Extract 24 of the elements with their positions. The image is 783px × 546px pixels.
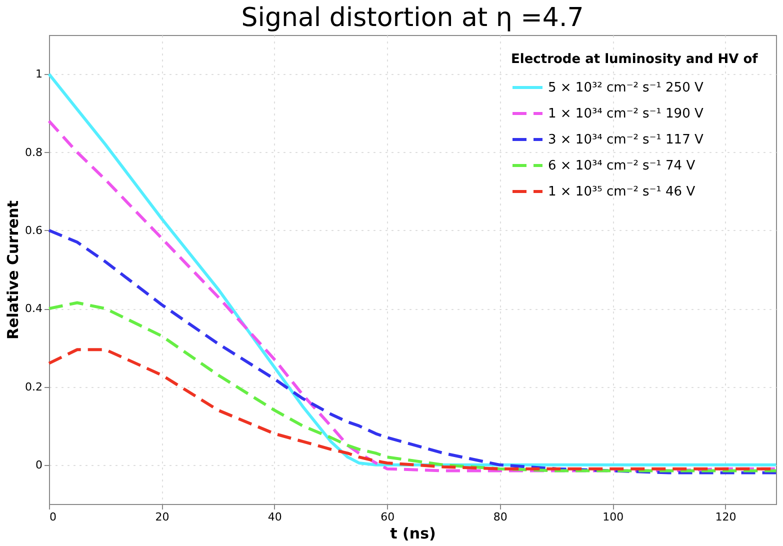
- x-axis-title: t (ns): [390, 524, 436, 542]
- x-tick-label: 60: [380, 510, 395, 524]
- legend-label: 3 × 10³⁴ cm⁻² s⁻¹ 117 V: [548, 132, 704, 148]
- x-tick-label: 100: [602, 510, 624, 524]
- y-tick-label: 1: [36, 68, 42, 81]
- y-tick-label: 0.2: [25, 380, 42, 394]
- x-tick-label: 120: [715, 510, 736, 524]
- y-axis-title: Relative Current: [4, 200, 22, 340]
- x-tick-label: 40: [268, 510, 282, 524]
- y-tick-label: 0.4: [25, 302, 42, 316]
- legend-label: 6 × 10³⁴ cm⁻² s⁻¹ 74 V: [548, 158, 696, 174]
- x-tick-label: 20: [155, 510, 170, 524]
- legend-label: 1 × 10³⁵ cm⁻² s⁻¹ 46 V: [548, 184, 696, 200]
- legend-label: 1 × 10³⁴ cm⁻² s⁻¹ 190 V: [548, 106, 704, 122]
- y-tick-label: 0: [36, 458, 42, 472]
- x-tick-label: 0: [50, 510, 56, 524]
- legend-title: Electrode at luminosity and HV of: [511, 52, 758, 67]
- y-tick-label: 0.8: [25, 146, 42, 159]
- line-series: [48, 301, 778, 472]
- y-tick-label: 0.6: [25, 224, 42, 237]
- x-tick-label: 80: [493, 510, 508, 524]
- line-series: [48, 228, 778, 474]
- legend-label: 5 × 10³² cm⁻² s⁻¹ 250 V: [548, 80, 704, 96]
- chart-title: Signal distortion at η =4.7: [241, 3, 584, 33]
